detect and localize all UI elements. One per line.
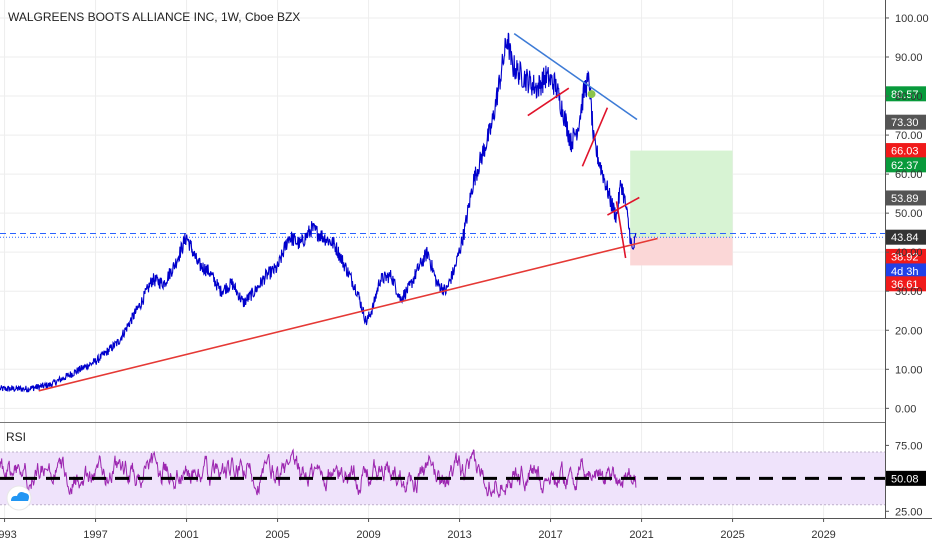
y-tick-label: 50.00	[895, 208, 923, 220]
price-badge-label: 38.92	[891, 251, 919, 263]
price-badge: 53.89	[886, 190, 926, 206]
rsi-y-tick-label: 75.00	[895, 440, 923, 452]
y-tick-label: 90.00	[895, 52, 923, 64]
price-badge-label: 80.57	[891, 89, 919, 101]
y-tick-label: 60.00	[895, 169, 923, 181]
price-badge: 73.30	[886, 114, 926, 130]
tradingview-cloud-icon	[6, 485, 32, 511]
horizontal-lines	[0, 232, 885, 238]
price-badge: 66.03	[886, 143, 926, 159]
series-4	[581, 107, 609, 167]
rsi-series	[0, 448, 637, 498]
price-badge-bg	[886, 263, 926, 279]
x-tick-label: 2001	[174, 529, 198, 541]
price-badge-label: 4d 3h	[891, 266, 919, 278]
rsi-y-tick-label: 25.00	[895, 506, 923, 518]
price-badge-label: 62.37	[891, 160, 919, 172]
y-tick-label: 30.00	[895, 286, 923, 298]
y-tick-labels: 100.00 90.00 80.00 70.00 60.00 50.00 40.00 30.0…	[885, 13, 929, 518]
x-tick-label: 2029	[811, 529, 835, 541]
price-badge-label: 36.61	[891, 279, 919, 291]
rsi-value-badge: 50.08	[886, 470, 926, 486]
markers	[587, 90, 596, 99]
price-labels: 80.57 73.30 66.03 62.37 53.89 43.84 38.92 4d 3h…	[886, 86, 926, 486]
y-tick-label: 40.00	[895, 247, 923, 259]
series-2	[38, 237, 658, 392]
price-badge-bg	[886, 86, 926, 102]
y-tick-label: 70.00	[895, 130, 923, 142]
rsi-value-badge-bg	[886, 470, 926, 486]
price-badge: 62.37	[886, 157, 926, 173]
price-badge: 36.61	[886, 276, 926, 292]
position-zones	[630, 150, 733, 266]
price-badge-bg	[886, 276, 926, 292]
series-1	[513, 32, 638, 121]
price-badge: 43.84	[886, 229, 926, 245]
series-0	[0, 32, 637, 393]
rsi-value-badge-label: 50.08	[891, 473, 919, 485]
main-grid	[0, 0, 885, 518]
axes	[0, 0, 932, 519]
price-badge: 80.57	[886, 86, 926, 102]
y-tick-label: 20.00	[895, 325, 923, 337]
price-badge-bg	[886, 143, 926, 159]
position-zone-0	[630, 150, 733, 238]
price-badge-label: 73.30	[891, 117, 919, 129]
x-tick-label: 1997	[83, 529, 107, 541]
price-badge-bg	[886, 157, 926, 173]
y-tick-label: 10.00	[895, 364, 923, 376]
price-badge-bg	[886, 190, 926, 206]
rsi-title: RSI	[6, 430, 26, 444]
x-tick-label: 2021	[629, 529, 653, 541]
x-tick-labels: 1993 1997 2001 2005 2009 2013 2017 2021 2025 2029	[0, 518, 836, 541]
price-series	[0, 32, 658, 393]
series-5	[607, 196, 640, 216]
price-badge-label: 53.89	[891, 193, 919, 205]
series-6	[615, 201, 627, 259]
position-zone-1	[630, 237, 733, 266]
marker-0	[587, 90, 596, 99]
x-tick-label: 2017	[538, 529, 562, 541]
chart-title: WALGREENS BOOTS ALLIANCE INC, 1W, Cboe B…	[8, 10, 300, 24]
price-badge: 4d 3h	[886, 263, 926, 279]
price-badge-label: 43.84	[891, 232, 919, 244]
series-3	[527, 87, 570, 117]
y-tick-label: 80.00	[895, 91, 923, 103]
price-badge-bg	[886, 248, 926, 264]
price-badge-bg	[886, 114, 926, 130]
x-tick-label: 2013	[447, 529, 471, 541]
y-tick-label: 100.00	[895, 13, 929, 25]
y-tick-label: 0.00	[895, 403, 916, 415]
price-badge: 38.92	[886, 248, 926, 264]
x-tick-label: 1993	[0, 529, 17, 541]
x-tick-label: 2025	[720, 529, 744, 541]
x-tick-label: 2005	[265, 529, 289, 541]
price-badge-bg	[886, 229, 926, 245]
rsi-pane	[0, 448, 885, 498]
price-badge-label: 66.03	[891, 146, 919, 158]
x-tick-label: 2009	[356, 529, 380, 541]
